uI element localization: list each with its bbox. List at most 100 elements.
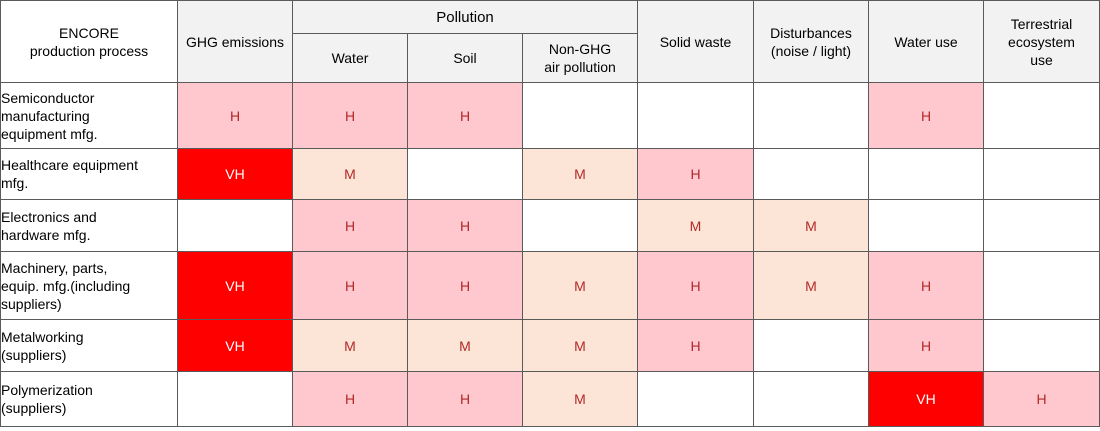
process-name-cell: Semiconductor manufacturing equipment mf… xyxy=(0,82,178,149)
rating-cell-disturbances xyxy=(753,82,869,149)
rating-value: M xyxy=(574,166,586,182)
header-ghg-emissions: GHG emissions xyxy=(177,0,293,83)
process-name-cell: Electronics and hardware mfg. xyxy=(0,199,178,252)
process-name-label: Machinery, parts, equip. mfg.(including … xyxy=(1,259,131,312)
rating-cell-water: H xyxy=(292,82,408,149)
process-name-cell: Metalworking (suppliers) xyxy=(0,319,178,372)
header-disturbances-label: Disturbances (noise / light) xyxy=(770,24,852,59)
table-row: Machinery, parts, equip. mfg.(including … xyxy=(0,251,1100,320)
rating-cell-solid-waste: H xyxy=(637,251,754,320)
process-name-cell: Polymerization (suppliers) xyxy=(0,371,178,427)
rating-cell-water: H xyxy=(292,251,408,320)
rating-cell-non-ghg: M xyxy=(522,319,638,372)
rating-value: H xyxy=(690,166,701,182)
rating-cell-water-use: H xyxy=(868,251,984,320)
header-non-ghg-air-pollution: Non-GHG air pollution xyxy=(522,33,638,83)
rating-cell-ghg xyxy=(177,199,293,252)
rating-value: H xyxy=(344,391,356,407)
rating-cell-non-ghg: M xyxy=(522,251,638,320)
header-soil-label: Soil xyxy=(453,50,477,66)
header-terrestrial-label: Terrestrial ecosystem use xyxy=(1008,15,1075,68)
process-name-label: Polymerization (suppliers) xyxy=(1,382,93,416)
rating-cell-terrestrial xyxy=(983,82,1100,149)
header-water: Water xyxy=(292,33,408,83)
header-pollution-label: Pollution xyxy=(436,8,494,26)
table-row: Polymerization (suppliers) H H M VH H xyxy=(0,371,1100,427)
header-terrestrial-ecosystem-use: Terrestrial ecosystem use xyxy=(983,0,1100,83)
rating-value: H xyxy=(920,277,932,294)
rating-value: H xyxy=(229,107,241,124)
rating-cell-terrestrial xyxy=(983,199,1100,252)
rating-value: H xyxy=(920,107,932,124)
process-name-label: Healthcare equipment mfg. xyxy=(1,157,138,191)
rating-cell-terrestrial xyxy=(983,148,1100,200)
rating-cell-solid-waste xyxy=(637,371,754,427)
rating-value: M xyxy=(459,337,471,354)
rating-value: H xyxy=(690,337,701,354)
rating-cell-water: M xyxy=(292,148,408,200)
rating-value: H xyxy=(344,107,356,124)
rating-cell-ghg: VH xyxy=(177,251,293,320)
rating-value: H xyxy=(459,277,471,294)
rating-cell-non-ghg: M xyxy=(522,371,638,427)
rating-value: H xyxy=(344,217,356,234)
table-row: Electronics and hardware mfg. H H M M xyxy=(0,199,1100,252)
rating-cell-ghg: VH xyxy=(177,148,293,200)
process-name-label: Electronics and hardware mfg. xyxy=(1,208,97,243)
rating-cell-disturbances xyxy=(753,148,869,200)
rating-cell-solid-waste: M xyxy=(637,199,754,252)
rating-value: H xyxy=(459,391,471,407)
rating-cell-terrestrial: H xyxy=(983,371,1100,427)
rating-cell-ghg xyxy=(177,371,293,427)
rating-value: M xyxy=(805,277,817,294)
rating-cell-non-ghg: M xyxy=(522,148,638,200)
rating-value: VH xyxy=(225,277,245,294)
rating-value: H xyxy=(459,217,471,234)
header-water-use-label: Water use xyxy=(894,33,958,50)
rating-cell-water: H xyxy=(292,371,408,427)
process-name-label: Semiconductor manufacturing equipment mf… xyxy=(1,89,98,142)
rating-cell-water: H xyxy=(292,199,408,252)
rating-value: M xyxy=(574,391,586,407)
rating-cell-soil xyxy=(407,148,523,200)
rating-value: VH xyxy=(225,166,245,182)
rating-value: H xyxy=(690,277,701,294)
rating-cell-non-ghg xyxy=(522,82,638,149)
header-soil: Soil xyxy=(407,33,523,83)
process-name-cell: Healthcare equipment mfg. xyxy=(0,148,178,200)
rating-cell-soil: M xyxy=(407,319,523,372)
rating-value: H xyxy=(459,107,471,124)
rating-value: H xyxy=(1036,391,1047,407)
rating-cell-ghg: H xyxy=(177,82,293,149)
rating-cell-non-ghg xyxy=(522,199,638,252)
header-non-ghg-label: Non-GHG air pollution xyxy=(544,41,616,75)
rating-value: H xyxy=(344,277,356,294)
matrix-body: Semiconductor manufacturing equipment mf… xyxy=(0,82,1100,427)
rating-cell-water: M xyxy=(292,319,408,372)
rating-cell-solid-waste: H xyxy=(637,319,754,372)
process-name-label: Metalworking (suppliers) xyxy=(1,328,84,363)
table-row: Metalworking (suppliers) VH M M M H H xyxy=(0,319,1100,372)
rating-cell-water-use xyxy=(868,148,984,200)
rating-cell-water-use: H xyxy=(868,82,984,149)
header-solid-waste-label: Solid waste xyxy=(659,33,732,50)
header-production-process-label: ENCORE production process xyxy=(29,24,149,59)
header-pollution-group: Pollution xyxy=(292,0,638,34)
rating-cell-solid-waste: H xyxy=(637,148,754,200)
rating-cell-ghg: VH xyxy=(177,319,293,372)
rating-value: M xyxy=(344,337,356,354)
rating-value: H xyxy=(920,337,932,354)
rating-value: M xyxy=(574,337,586,354)
rating-cell-disturbances xyxy=(753,371,869,427)
rating-cell-terrestrial xyxy=(983,251,1100,320)
table-row: Semiconductor manufacturing equipment mf… xyxy=(0,82,1100,149)
header-disturbances: Disturbances (noise / light) xyxy=(753,0,869,83)
rating-value: M xyxy=(574,277,586,294)
rating-value: M xyxy=(805,217,817,234)
rating-cell-disturbances: M xyxy=(753,199,869,252)
rating-cell-soil: H xyxy=(407,82,523,149)
rating-cell-soil: H xyxy=(407,251,523,320)
header-solid-waste: Solid waste xyxy=(637,0,754,83)
rating-cell-soil: H xyxy=(407,199,523,252)
rating-cell-disturbances: M xyxy=(753,251,869,320)
